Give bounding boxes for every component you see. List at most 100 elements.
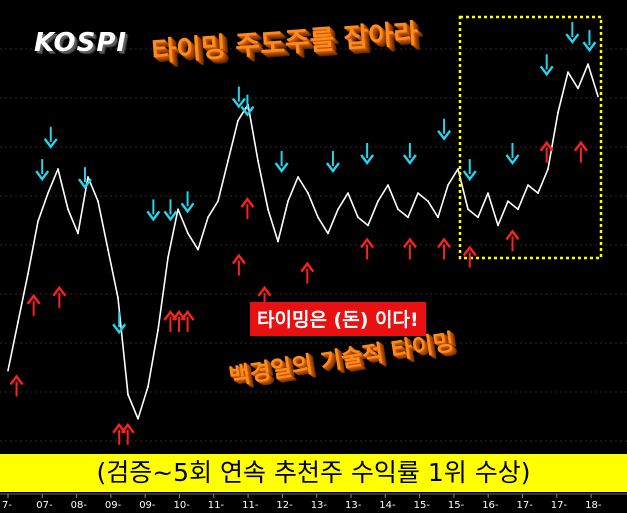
buy-signal-arrow — [172, 309, 186, 332]
sell-arrow-head — [325, 162, 340, 174]
buy-signal-arrow — [163, 309, 178, 332]
kospi-data-point — [347, 192, 349, 195]
kospi-data-point — [147, 385, 149, 388]
sell-arrow-head — [43, 138, 58, 149]
kospi-data-point — [357, 216, 359, 219]
kospi-data-point — [427, 200, 429, 203]
kospi-data-point — [267, 208, 269, 211]
buy-signal-arrow — [300, 261, 315, 284]
kospi-data-point — [547, 168, 549, 170]
x-tick-label: 17- — [517, 500, 534, 511]
kospi-data-point — [47, 192, 49, 195]
buy-arrow-head — [26, 293, 41, 305]
kospi-data-point — [27, 272, 29, 275]
buy-signal-layer — [9, 140, 588, 445]
buy-signal-arrow — [231, 253, 246, 276]
kospi-data-point — [77, 232, 79, 235]
sell-arrow-head — [539, 65, 554, 77]
buy-signal-arrow — [462, 245, 477, 268]
sell-arrow-head — [77, 178, 92, 190]
buy-signal-arrow — [437, 237, 452, 260]
buy-arrow-head — [437, 237, 452, 249]
sell-signal-arrow — [77, 167, 92, 190]
buy-arrow-head — [240, 197, 255, 208]
x-tick-label: 15- — [448, 500, 465, 511]
sell-signal-arrow — [180, 191, 195, 214]
x-tick-label: 12- — [276, 500, 293, 511]
sell-signal-arrow — [43, 126, 58, 149]
buy-arrow-head — [231, 253, 246, 265]
kospi-data-point — [397, 208, 399, 211]
x-tick-label: 14- — [379, 500, 396, 511]
buy-signal-arrow — [120, 422, 135, 445]
kospi-data-point — [207, 216, 209, 219]
sell-signal-arrow — [35, 159, 50, 182]
x-tick-label: 13- — [345, 500, 362, 511]
highlight-box — [458, 15, 603, 260]
sell-signal-arrow — [274, 151, 289, 174]
kospi-data-point — [517, 208, 519, 211]
kospi-data-point — [297, 176, 299, 178]
sell-signal-arrow — [325, 151, 340, 174]
sell-signal-arrow — [565, 22, 580, 45]
award-banner: (검증~5회 연속 추천주 수익률 1위 수상) — [0, 454, 627, 492]
buy-signal-arrow — [180, 309, 195, 332]
sell-signal-arrow — [437, 118, 452, 141]
highlight-box-layer — [458, 15, 603, 260]
sell-arrow-head — [112, 323, 127, 335]
sell-arrow-head — [402, 154, 417, 165]
x-tick-label: 09- — [139, 500, 156, 511]
kospi-data-point — [387, 184, 389, 187]
kospi-data-point — [577, 87, 579, 90]
kospi-data-point — [17, 321, 19, 323]
kospi-data-point — [307, 192, 309, 195]
kospi-data-point — [217, 200, 219, 203]
sell-arrow-head — [505, 154, 520, 165]
sell-arrow-head — [437, 130, 452, 141]
kospi-data-point — [7, 369, 9, 372]
kospi-data-point — [257, 160, 259, 162]
x-tick-label: 08- — [71, 500, 88, 511]
buy-arrow-head — [360, 237, 375, 249]
kospi-data-point — [557, 111, 559, 114]
sell-signal-arrow — [231, 86, 246, 109]
sell-arrow-head — [240, 105, 255, 117]
kospi-data-point — [237, 119, 239, 122]
buy-arrow-head — [505, 229, 520, 241]
x-tick-label: 15- — [414, 500, 431, 511]
buy-signal-arrow — [402, 237, 417, 260]
sell-arrow-head — [582, 41, 597, 53]
kospi-data-point — [587, 63, 589, 66]
buy-arrow-head — [462, 245, 477, 257]
kospi-data-point — [87, 176, 89, 178]
x-tick-label: 11- — [208, 500, 225, 511]
buy-arrow-head — [539, 140, 554, 152]
x-tick-label: 09- — [105, 500, 122, 511]
kospi-data-point — [317, 216, 319, 219]
buy-signal-arrow — [539, 140, 554, 163]
kospi-data-point — [377, 200, 379, 203]
x-tick-label: 17- — [551, 500, 568, 511]
sell-signal-arrow — [402, 142, 417, 165]
kospi-data-point — [487, 192, 489, 195]
buy-signal-arrow — [52, 285, 67, 308]
buy-arrow-head — [300, 261, 315, 273]
kospi-data-point — [67, 208, 69, 211]
x-tick-label: 18- — [585, 500, 602, 511]
kospi-data-point — [527, 184, 529, 187]
x-axis: 7- 07- 08- 09- 09- 10- 11- 11- 12- 13- 13- 14- 15- 15… — [0, 493, 627, 511]
sell-arrow-head — [180, 202, 195, 214]
x-tick-label: 10- — [174, 500, 191, 511]
buy-signal-arrow — [573, 140, 588, 163]
sell-arrow-head — [163, 210, 178, 222]
kospi-data-point — [417, 192, 419, 195]
buy-arrow-head — [52, 285, 67, 297]
gridlines — [0, 48, 627, 442]
sell-arrow-head — [35, 170, 50, 182]
kospi-data-point — [367, 224, 369, 227]
kospi-data-point — [287, 200, 289, 203]
kospi-data-point — [117, 297, 119, 299]
kospi-data-point — [337, 208, 339, 211]
kospi-data-point — [227, 160, 229, 162]
